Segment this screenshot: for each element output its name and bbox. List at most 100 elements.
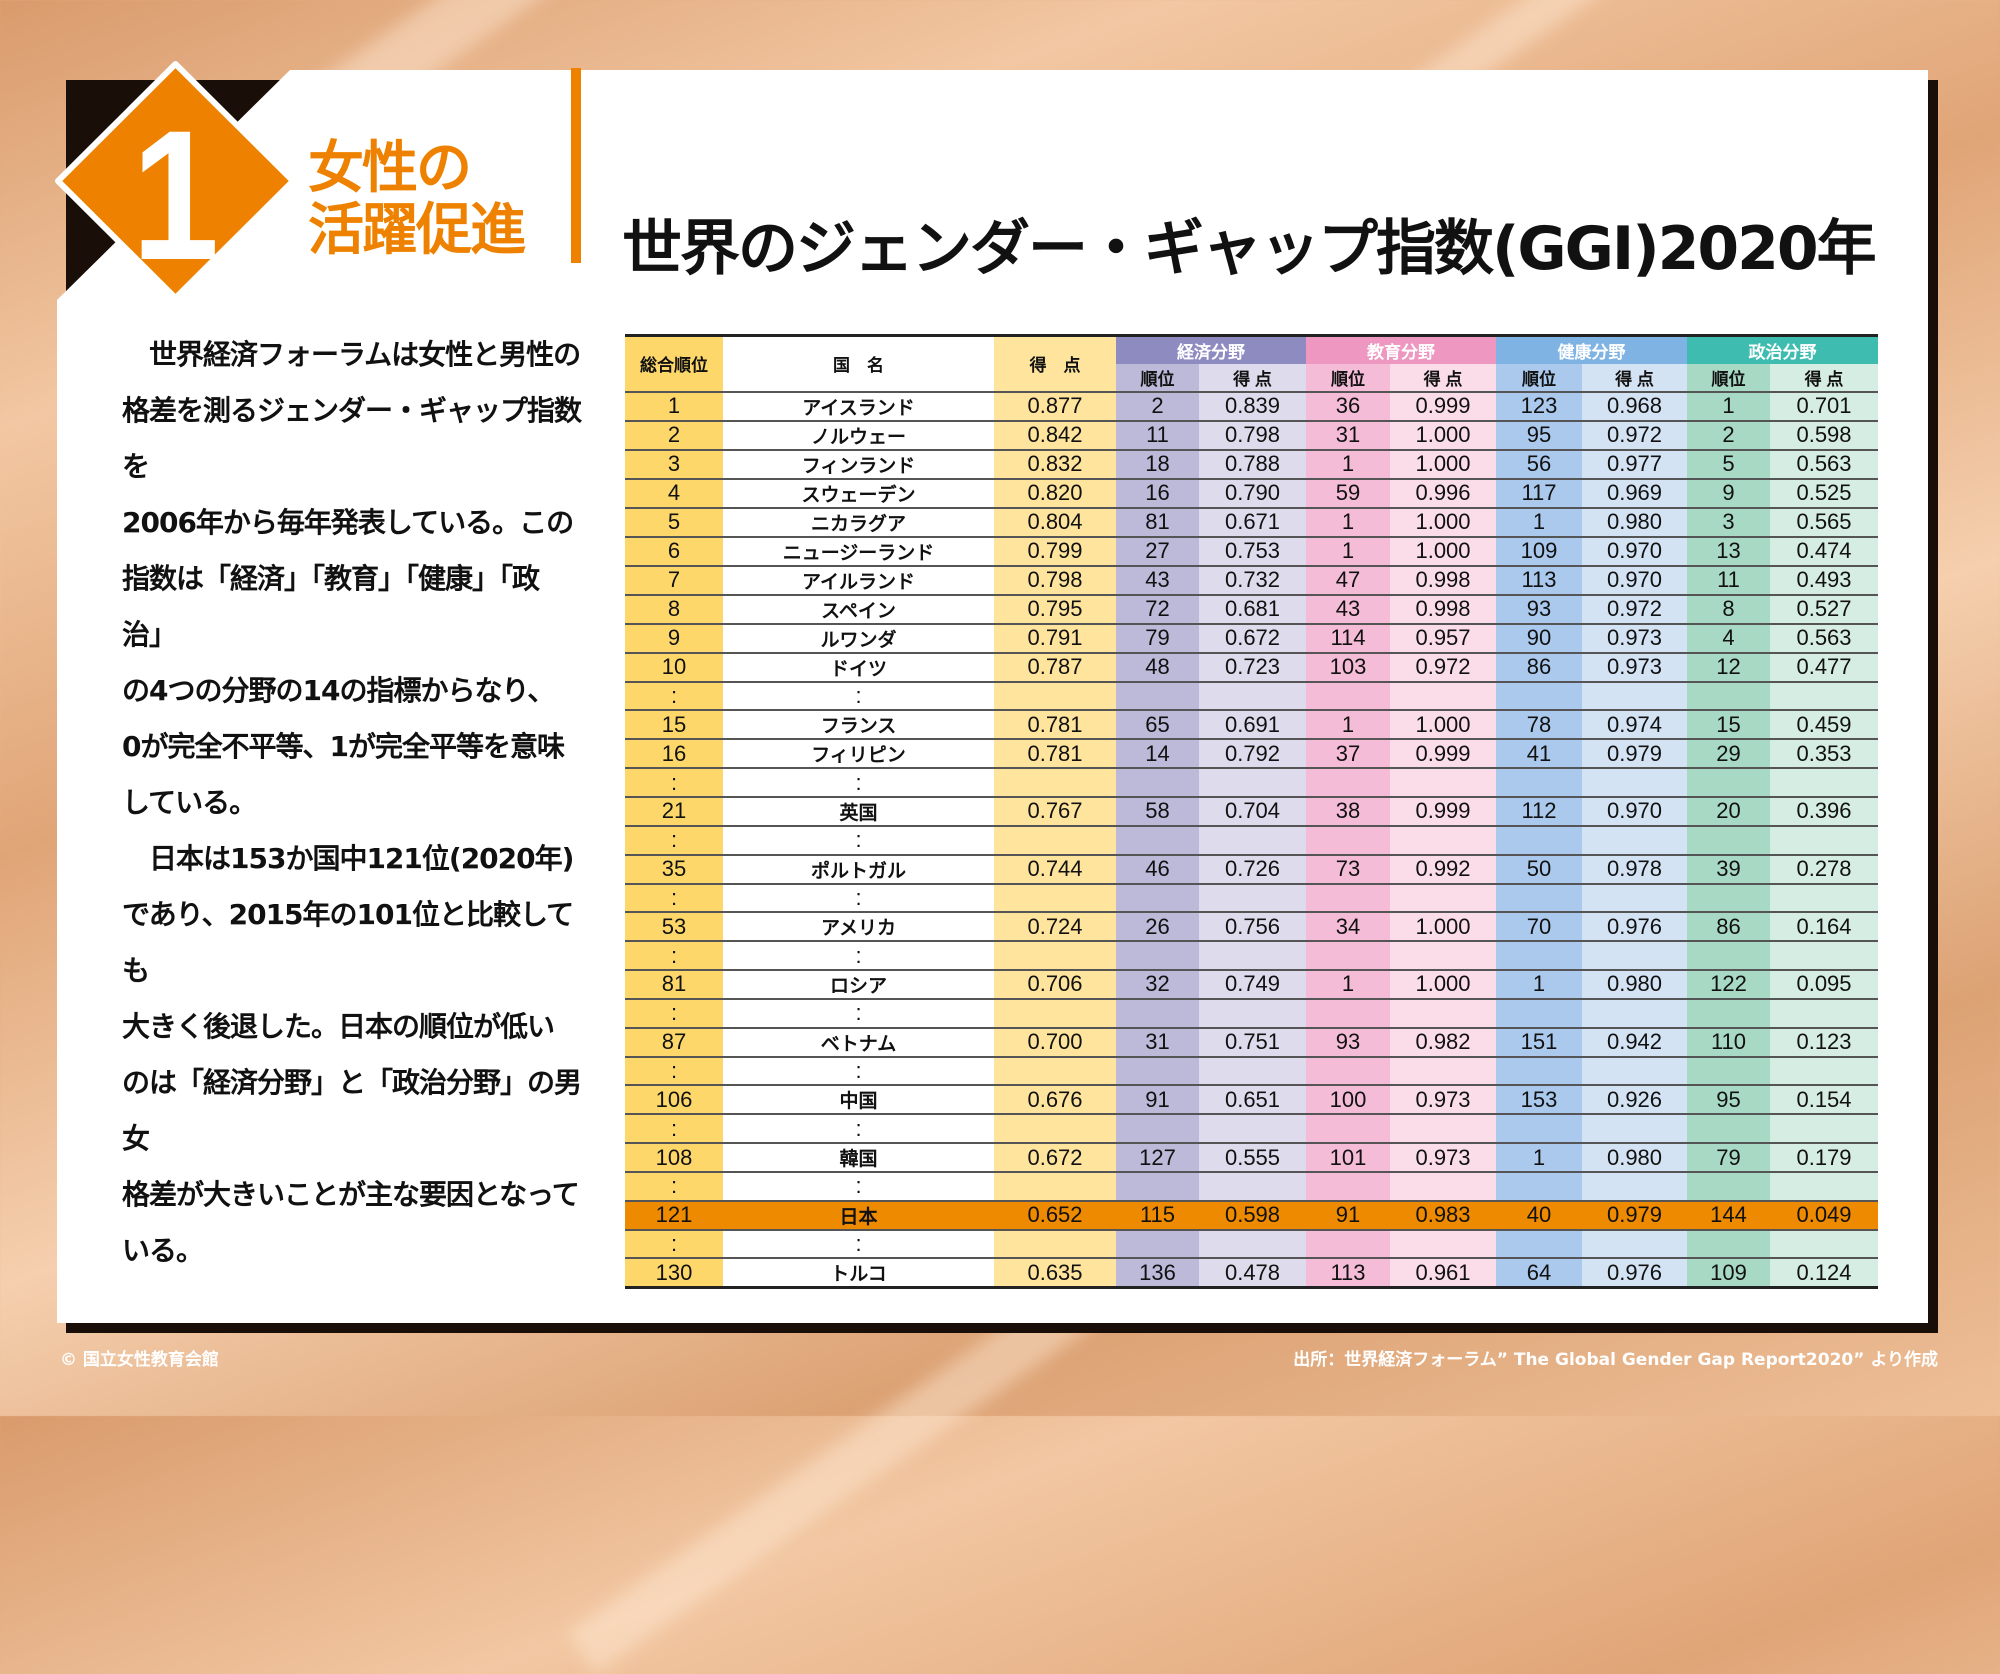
cell-health-rank: 151	[1496, 1027, 1582, 1058]
cell-overall-rank: 1	[625, 391, 723, 422]
ellipsis-cell	[1687, 941, 1770, 971]
table-row: 53 アメリカ 0.724 26 0.756 34 1.000 70 0.976 86 0.164	[625, 912, 1878, 943]
cell-education-score: 0.999	[1390, 391, 1496, 422]
cell-politics-rank: 13	[1687, 536, 1770, 567]
cell-economy-rank: 31	[1116, 1027, 1199, 1058]
cell-health-score: 0.972	[1582, 420, 1687, 451]
cell-health-score: 0.974	[1582, 710, 1687, 741]
cell-politics-score: 0.701	[1770, 391, 1878, 422]
table-row: 8 スペイン 0.795 72 0.681 43 0.998 93 0.972 8 0.527	[625, 594, 1878, 625]
ellipsis-cell: :	[723, 1056, 994, 1087]
cell-economy-score: 0.732	[1199, 565, 1306, 596]
cell-health-score: 0.970	[1582, 536, 1687, 567]
ellipsis-cell	[1199, 1056, 1306, 1087]
table-row: 4 スウェーデン 0.820 16 0.790 59 0.996 117 0.969 9 0.525	[625, 478, 1878, 509]
header-politics: 政治分野	[1687, 335, 1878, 364]
cell-education-rank: 37	[1306, 739, 1390, 770]
table-row: 10 ドイツ 0.787 48 0.723 103 0.972 86 0.973 12 0.477	[625, 652, 1878, 683]
cell-country: 日本	[723, 1200, 994, 1231]
ellipsis-cell	[1116, 998, 1199, 1029]
cell-politics-score: 0.598	[1770, 420, 1878, 451]
source-note: 出所：世界経済フォーラム” The Global Gender Gap Repo…	[1293, 1350, 1938, 1370]
header-health-rank: 順位	[1496, 363, 1582, 393]
ellipsis-cell	[1496, 1114, 1582, 1144]
cell-education-rank: 73	[1306, 854, 1390, 885]
cell-country: アイスランド	[723, 391, 994, 422]
cell-economy-rank: 18	[1116, 449, 1199, 480]
cell-education-rank: 1	[1306, 449, 1390, 480]
ellipsis-cell	[1770, 1114, 1878, 1144]
ellipsis-cell	[1582, 1229, 1687, 1260]
ellipsis-cell	[1199, 825, 1306, 856]
cell-overall-rank: 3	[625, 449, 723, 480]
ellipsis-cell	[994, 998, 1116, 1029]
cell-overall-rank: 2	[625, 420, 723, 451]
cell-education-rank: 34	[1306, 912, 1390, 943]
cell-politics-score: 0.527	[1770, 594, 1878, 625]
cell-score: 0.724	[994, 912, 1116, 943]
ellipsis-cell	[1582, 768, 1687, 798]
cell-education-rank: 113	[1306, 1258, 1390, 1289]
ellipsis-cell: :	[723, 998, 994, 1029]
cell-economy-rank: 46	[1116, 854, 1199, 885]
cell-economy-score: 0.723	[1199, 652, 1306, 683]
cell-economy-rank: 58	[1116, 796, 1199, 827]
ellipsis-cell: :	[723, 768, 994, 798]
ellipsis-cell: :	[723, 825, 994, 856]
cell-score: 0.787	[994, 652, 1116, 683]
ellipsis-cell	[1199, 1172, 1306, 1202]
table-row: 2 ノルウェー 0.842 11 0.798 31 1.000 95 0.972 2 0.598	[625, 420, 1878, 451]
cell-economy-score: 0.751	[1199, 1027, 1306, 1058]
ellipsis-cell	[1770, 681, 1878, 712]
cell-economy-rank: 136	[1116, 1258, 1199, 1289]
ellipsis-cell	[1582, 1056, 1687, 1087]
cell-education-score: 0.999	[1390, 796, 1496, 827]
table-row: 16 フィリピン 0.781 14 0.792 37 0.999 41 0.979 29 0.353	[625, 739, 1878, 770]
cell-politics-score: 0.525	[1770, 478, 1878, 509]
cell-score: 0.767	[994, 796, 1116, 827]
cell-score: 0.877	[994, 391, 1116, 422]
cell-health-rank: 123	[1496, 391, 1582, 422]
copyright: © 国立女性教育会館	[60, 1350, 219, 1370]
ellipsis-cell	[1390, 768, 1496, 798]
ellipsis-cell	[1770, 1056, 1878, 1087]
header-economy: 経済分野	[1116, 335, 1306, 364]
table-row: 21 英国 0.767 58 0.704 38 0.999 112 0.970 20 0.396	[625, 796, 1878, 827]
ellipsis-cell	[1770, 768, 1878, 798]
ellipsis-cell: :	[625, 941, 723, 971]
cell-education-rank: 1	[1306, 507, 1390, 538]
cell-economy-score: 0.671	[1199, 507, 1306, 538]
cell-health-score: 0.979	[1582, 1200, 1687, 1231]
ellipsis-cell	[1199, 1229, 1306, 1260]
ellipsis-cell: :	[625, 681, 723, 712]
cell-politics-score: 0.278	[1770, 854, 1878, 885]
cell-country: 中国	[723, 1085, 994, 1116]
ellipsis-cell	[994, 1172, 1116, 1202]
table-row: 108 韓国 0.672 127 0.555 101 0.973 1 0.980 79 0.179	[625, 1143, 1878, 1173]
cell-country: ロシア	[723, 969, 994, 1000]
ellipsis-cell	[1687, 1114, 1770, 1144]
cell-country: ニュージーランド	[723, 536, 994, 567]
section-number-badge: 1	[54, 60, 297, 302]
header-health: 健康分野	[1496, 335, 1687, 364]
cell-education-score: 0.998	[1390, 565, 1496, 596]
cell-health-score: 0.978	[1582, 854, 1687, 885]
ellipsis-cell	[1496, 768, 1582, 798]
cell-education-score: 0.961	[1390, 1258, 1496, 1289]
table-row: 121 日本 0.652 115 0.598 91 0.983 40 0.979 144 0.049	[625, 1200, 1878, 1231]
ellipsis-cell	[1116, 1114, 1199, 1144]
cell-score: 0.676	[994, 1085, 1116, 1116]
cell-economy-score: 0.726	[1199, 854, 1306, 885]
cell-politics-rank: 20	[1687, 796, 1770, 827]
cell-education-score: 1.000	[1390, 507, 1496, 538]
cell-education-rank: 1	[1306, 710, 1390, 741]
cell-economy-rank: 27	[1116, 536, 1199, 567]
ellipsis-cell: :	[723, 1229, 994, 1260]
ellipsis-row: ::	[625, 1229, 1878, 1260]
ellipsis-cell	[1199, 998, 1306, 1029]
ellipsis-cell	[1306, 1229, 1390, 1260]
cell-politics-rank: 144	[1687, 1200, 1770, 1231]
cell-economy-score: 0.704	[1199, 796, 1306, 827]
cell-politics-rank: 122	[1687, 969, 1770, 1000]
cell-health-rank: 70	[1496, 912, 1582, 943]
